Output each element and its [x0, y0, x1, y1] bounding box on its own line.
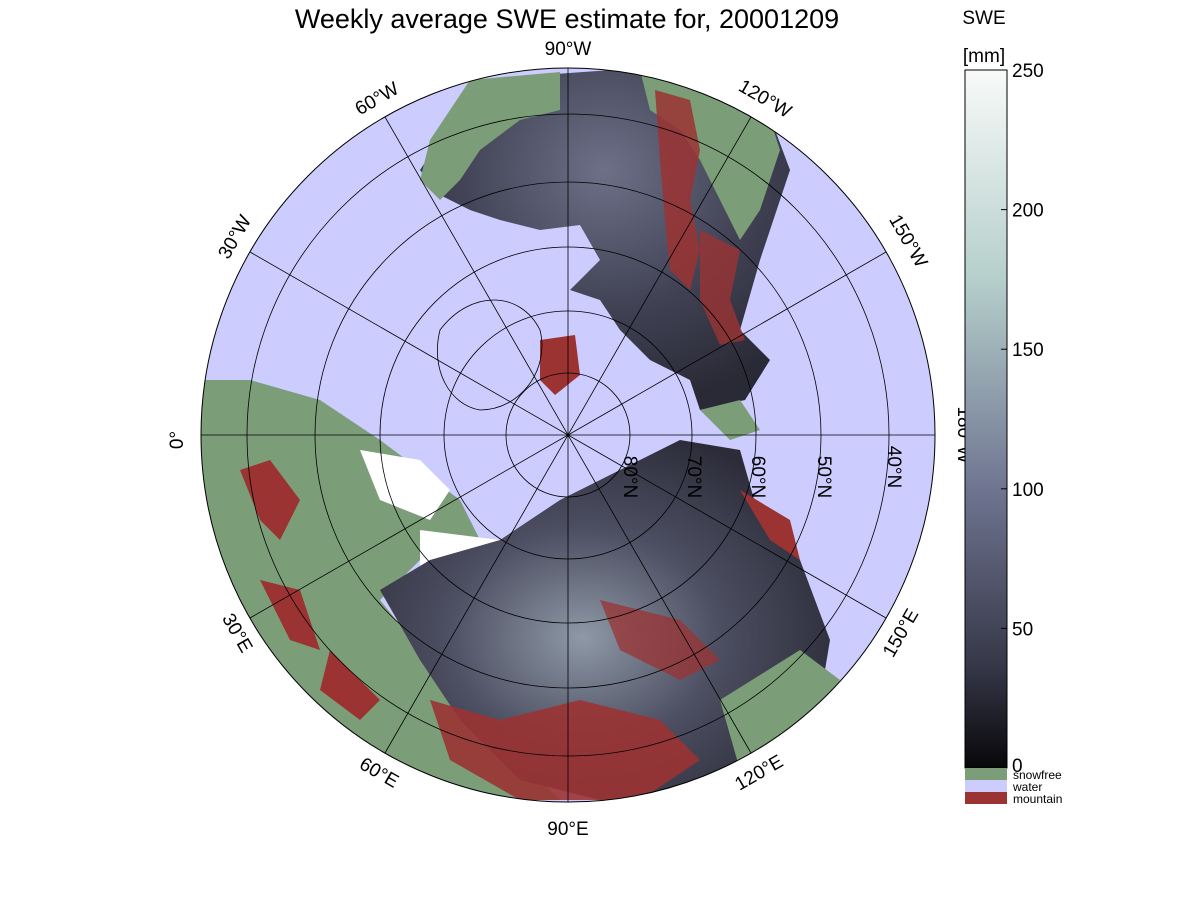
kamchatka-mountains — [740, 490, 800, 560]
legend-swatch-water — [965, 780, 1007, 792]
na-rockies — [655, 90, 700, 290]
lon-label-60e: 60°E — [356, 754, 402, 793]
legend-swatch-mountain — [965, 792, 1007, 804]
lat-label-80n: 80°N — [619, 456, 640, 498]
lat-label-70n: 70°N — [683, 456, 704, 498]
siberia-snow-cover — [380, 440, 830, 800]
meridian-60e-120w — [384, 116, 752, 754]
legend-label-mountain: mountain — [1013, 792, 1062, 806]
colorbar-tick-label: 200 — [1012, 201, 1044, 222]
na-coast-mountains — [700, 230, 745, 345]
colorbar-label-swe: SWE — [962, 8, 1005, 29]
colorbar-tick-label: 250 — [1012, 61, 1044, 82]
colorbar-tick-label: 0 — [1012, 756, 1023, 777]
siberian-mountains — [600, 600, 720, 680]
map-border — [200, 67, 936, 803]
colorbar-ticks: 250 200 150 100 50 0 — [1001, 61, 1044, 777]
lon-label-0: 0° — [167, 431, 188, 449]
na-snowfree-west — [420, 72, 560, 200]
caucasus-mountains — [260, 580, 320, 650]
alaska-tip — [700, 400, 760, 440]
lat-label-50n: 50°N — [813, 456, 834, 498]
colorbar-gradient — [964, 69, 1008, 769]
legend-label-snowfree: snowfree — [1013, 768, 1062, 782]
alps-mountains — [240, 460, 300, 540]
greenland-outline — [437, 299, 543, 411]
central-asia-mountains — [430, 700, 700, 800]
map-title: Weekly average SWE estimate for, 2000120… — [295, 4, 839, 34]
greenland-mountain-fragment — [540, 335, 580, 395]
east-asia-snowfree — [720, 650, 840, 770]
lon-label-90w: 90°W — [545, 39, 592, 60]
colorbar-tick-label: 150 — [1012, 340, 1044, 361]
zagros-mountains — [320, 650, 380, 720]
colorbar-tick-label: 50 — [1012, 619, 1033, 640]
lon-label-90e: 90°E — [547, 819, 588, 840]
polar-map — [201, 68, 935, 802]
asia-landmass — [380, 440, 840, 800]
colorbar: SWE [mm] 250 200 150 100 50 0 — [962, 8, 1043, 777]
lat-label-40n: 40°N — [883, 446, 904, 488]
legend-label-water: water — [1012, 780, 1042, 794]
colorbar-tick-label: 100 — [1012, 480, 1044, 501]
lat-label-60n: 60°N — [747, 456, 768, 498]
meridians — [201, 68, 935, 802]
colorbar-label-units: [mm] — [963, 46, 1005, 67]
legend-swatch-snowfree — [965, 768, 1007, 780]
hudson-bay — [510, 225, 600, 300]
latitude-labels: 80°N 70°N 60°N 50°N 40°N — [619, 446, 904, 498]
